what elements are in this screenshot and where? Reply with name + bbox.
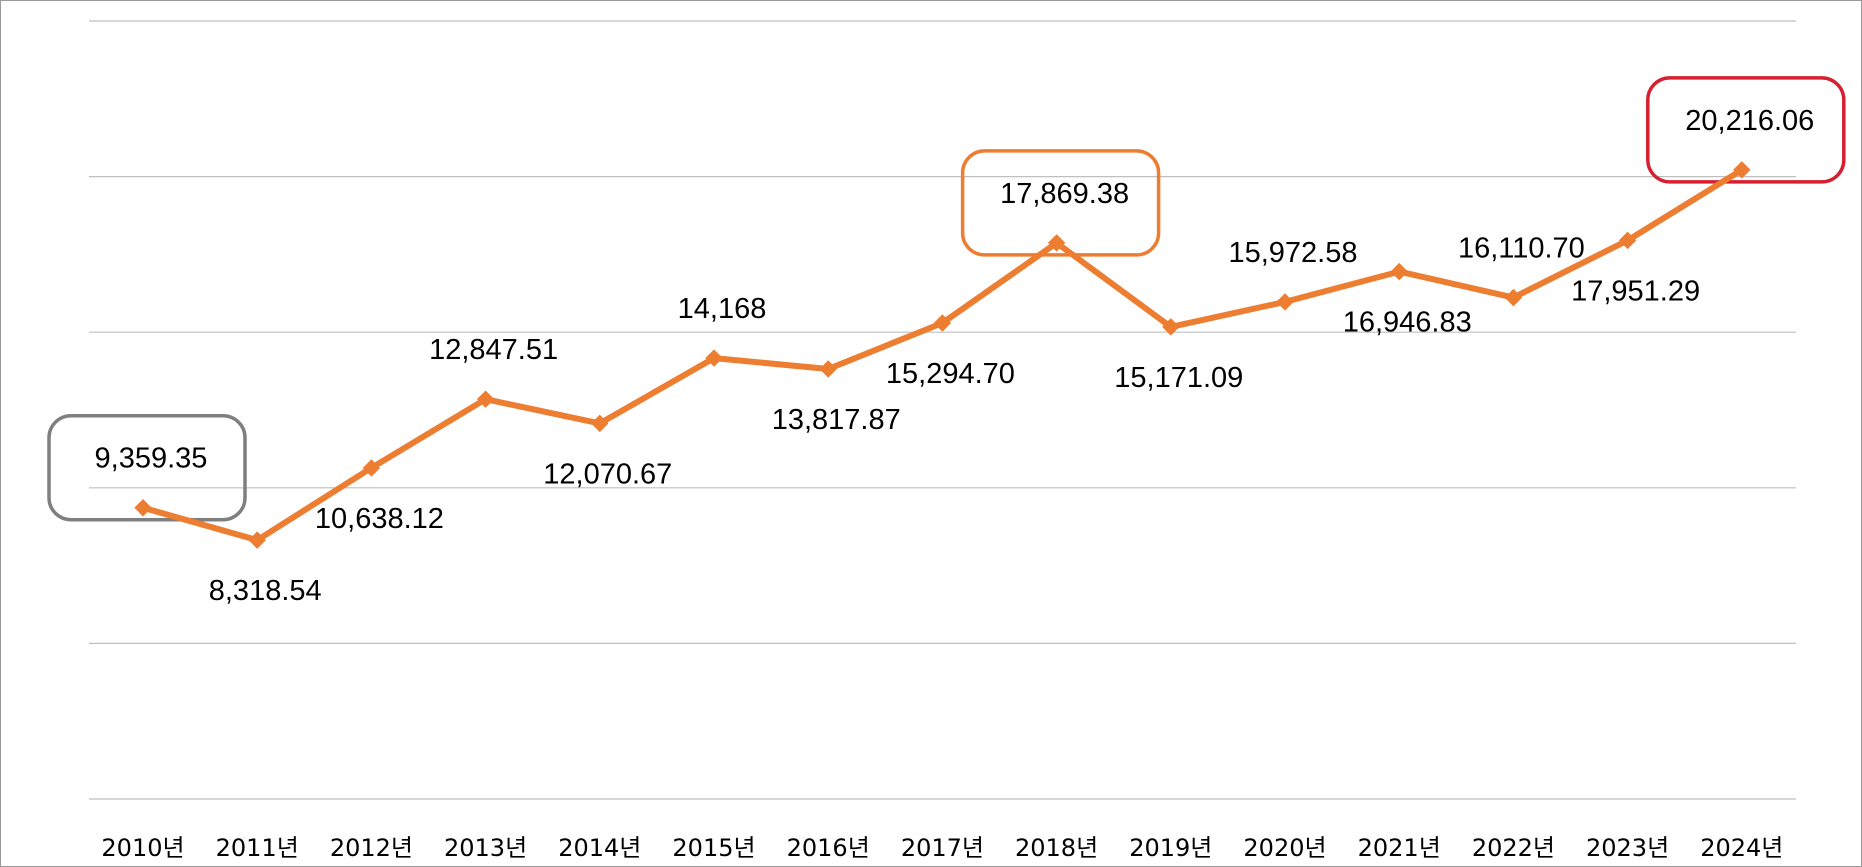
data-label: 12,070.67: [543, 458, 672, 490]
x-tick-label: 2015년: [672, 834, 755, 862]
x-tick-label: 2019년: [1129, 834, 1212, 862]
x-tick-label: 2017년: [901, 834, 984, 862]
x-tick-label: 2021년: [1358, 834, 1441, 862]
data-point-marker: [933, 314, 952, 332]
data-point-marker: [248, 531, 266, 549]
data-point-marker: [362, 459, 381, 477]
x-tick-label: 2014년: [558, 834, 641, 862]
highlight-box: [47, 413, 247, 522]
data-point-marker: [705, 349, 723, 367]
x-tick-label: 2013년: [444, 834, 527, 862]
data-label: 15,972.58: [1228, 237, 1357, 269]
data-label: 20,216.06: [1685, 105, 1814, 137]
data-label: 12,847.51: [429, 334, 558, 366]
data-point-marker: [476, 390, 495, 408]
data-point-marker: [1390, 262, 1408, 281]
highlight-box: [960, 149, 1161, 257]
highlight-box: [1646, 76, 1846, 184]
data-point-marker: [1047, 234, 1066, 252]
data-point-marker: [591, 414, 609, 433]
gridlines: [89, 20, 1796, 800]
data-point-marker: [1733, 161, 1751, 179]
data-label: 17,869.38: [1000, 178, 1129, 210]
x-axis-tick-labels: 2010년 2011년 2012년 2013년 2014년 2015년 2016년 2017년…: [101, 834, 1783, 862]
x-tick-label: 2018년: [1015, 834, 1098, 862]
data-label: 16,946.83: [1343, 307, 1472, 339]
data-label: 15,171.09: [1114, 362, 1243, 394]
data-label: 17,951.29: [1571, 275, 1700, 307]
data-point-marker: [1276, 293, 1294, 311]
data-label: 14,168: [678, 293, 767, 325]
x-tick-label: 2011년: [216, 834, 299, 862]
markers: [134, 161, 1751, 549]
data-point-marker: [1162, 318, 1180, 336]
data-label: 16,110.70: [1458, 233, 1585, 265]
x-tick-label: 2020년: [1243, 834, 1326, 862]
x-tick-label: 2012년: [330, 834, 413, 862]
data-label: 13,817.87: [772, 404, 901, 436]
highlight-boxes: [47, 76, 1846, 522]
data-label: 10,638.12: [315, 503, 444, 535]
data-point-marker: [1618, 231, 1637, 250]
data-labels: 9,359.35 8,318.54 10,638.12 12,847.51 12,070…: [95, 105, 1815, 607]
x-tick-label: 2016년: [787, 834, 870, 862]
data-point-marker: [819, 360, 837, 378]
data-point-marker: [1504, 288, 1523, 307]
data-point-marker: [134, 499, 152, 517]
data-label: 15,294.70: [886, 358, 1015, 390]
x-tick-label: 2022년: [1472, 834, 1555, 862]
data-label: 8,318.54: [209, 575, 322, 607]
x-tick-label: 2010년: [101, 834, 184, 862]
series-line: [140, 166, 1745, 544]
data-label: 9,359.35: [95, 443, 208, 475]
x-tick-label: 2023년: [1586, 834, 1669, 862]
x-tick-label: 2024년: [1700, 834, 1783, 862]
